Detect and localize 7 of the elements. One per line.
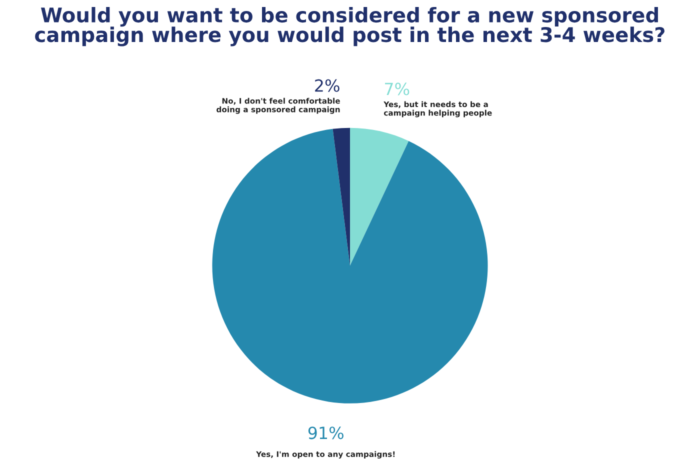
pie-slice: [212, 128, 488, 404]
data-label: 91%: [308, 426, 344, 440]
chart-title: Would you want to be considered for a new sponsored campaign where you would post in the next 3-4 weeks?: [35, 6, 664, 46]
pie-slice: [332, 128, 350, 266]
data-label: 2%: [315, 79, 340, 92]
pie-slice: [350, 128, 409, 266]
data-label: 7%: [385, 82, 410, 96]
